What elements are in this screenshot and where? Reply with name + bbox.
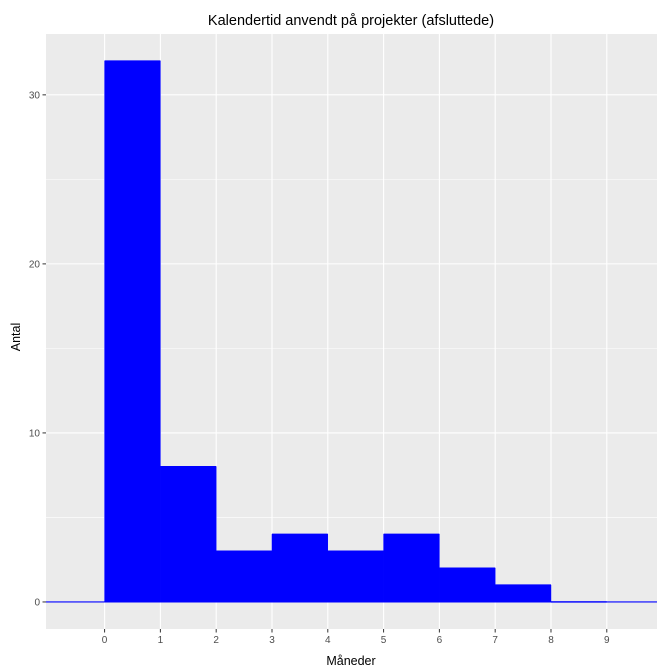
axis-ticks: [42, 94, 608, 633]
y-axis-tick-labels: 0 10 20 30: [29, 90, 41, 608]
y-axis-title: Antal: [9, 323, 23, 352]
x-axis-title: Måneder: [326, 654, 375, 668]
x-tick-label: 9: [604, 635, 610, 646]
x-tick-label: 2: [213, 635, 219, 646]
y-tick-label: 0: [34, 597, 40, 608]
x-tick-label: 3: [269, 635, 275, 646]
x-axis-tick-labels: 0 1 2 3 4 5 6 7 8 9: [102, 635, 610, 646]
x-tick-label: 5: [381, 635, 387, 646]
histogram-bar: [271, 534, 329, 603]
histogram-bar: [327, 550, 384, 603]
chart-title: Kalendertid anvendt på projekter (afslut…: [208, 13, 494, 29]
histogram-bar: [104, 60, 161, 603]
x-tick-label: 0: [102, 635, 108, 646]
y-tick-label: 10: [29, 428, 41, 439]
histogram-bar: [215, 550, 273, 603]
histogram-bar: [439, 567, 496, 603]
histogram-bar: [160, 466, 217, 603]
x-tick-label: 1: [158, 635, 164, 646]
x-tick-label: 6: [437, 635, 443, 646]
histogram-bars: [46, 60, 657, 603]
y-tick-label: 30: [29, 90, 41, 101]
x-tick-label: 4: [325, 635, 331, 646]
x-tick-label: 7: [492, 635, 498, 646]
y-tick-label: 20: [29, 259, 41, 270]
histogram-bar: [383, 534, 440, 603]
histogram-bar: [494, 584, 552, 603]
x-tick-label: 8: [548, 635, 554, 646]
